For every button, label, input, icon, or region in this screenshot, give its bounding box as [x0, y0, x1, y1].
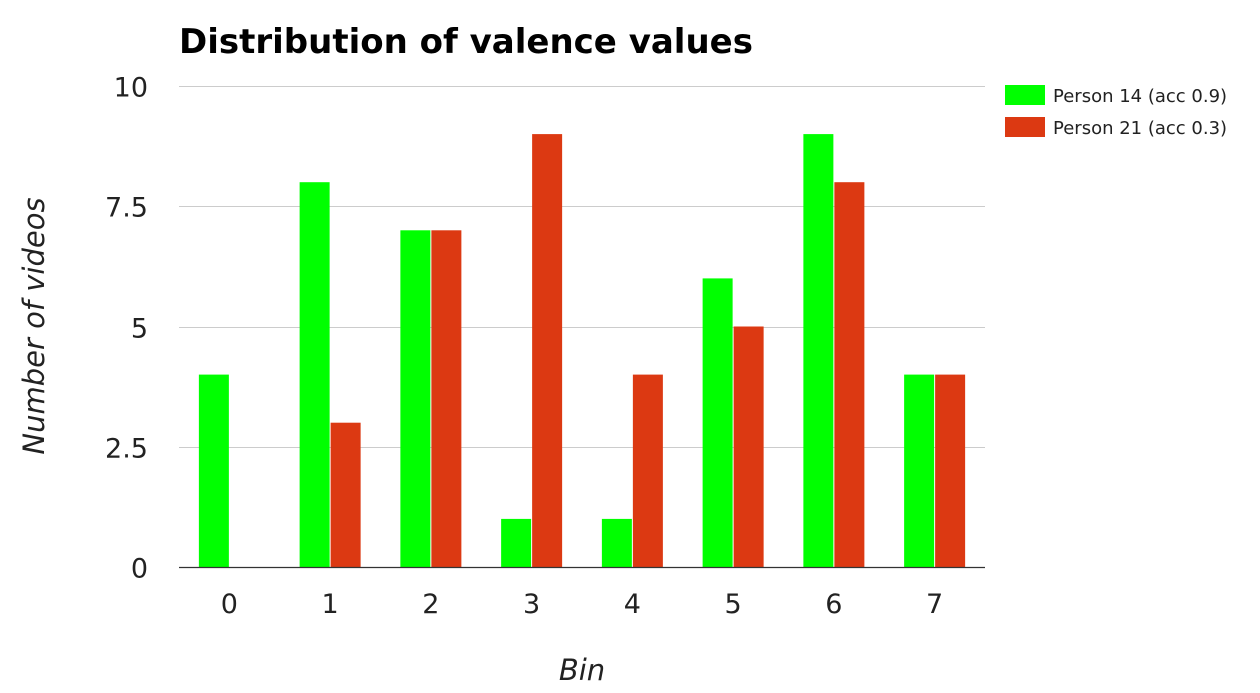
bar-series1-bin-0 — [198, 374, 229, 567]
legend-swatch-series2 — [1005, 117, 1045, 137]
bar-series2-bin-7 — [935, 374, 966, 567]
x-tick-label: 3 — [523, 589, 540, 620]
x-tick-label: 1 — [322, 589, 339, 620]
x-tick-label: 2 — [422, 589, 439, 620]
x-tick-label: 5 — [725, 589, 742, 620]
legend-label-series1: Person 14 (acc 0.9) — [1053, 86, 1227, 107]
bars — [198, 134, 966, 568]
bar-series2-bin-3 — [532, 134, 563, 567]
x-tick-label: 0 — [221, 589, 238, 620]
legend-swatch-series1 — [1005, 85, 1045, 105]
x-tick-label: 7 — [926, 589, 943, 620]
y-axis-label: Number of videos — [17, 197, 51, 454]
y-tick-label: 7.5 — [105, 193, 148, 224]
y-tick-label: 5 — [131, 314, 148, 345]
bar-series2-bin-6 — [834, 182, 865, 567]
bar-series1-bin-1 — [299, 182, 330, 567]
y-axis-ticks: 0 2.5 5 7.5 10 — [105, 73, 148, 585]
bar-series1-bin-7 — [904, 374, 935, 567]
x-axis-ticks: 0 1 2 3 4 5 6 7 — [221, 589, 943, 620]
legend-label-series2: Person 21 (acc 0.3) — [1053, 118, 1227, 139]
bar-series2-bin-5 — [733, 326, 764, 567]
chart-title: Distribution of valence values — [179, 22, 753, 62]
x-axis-label: Bin — [559, 653, 605, 687]
bar-series1-bin-6 — [803, 134, 834, 567]
y-tick-label: 2.5 — [105, 434, 148, 465]
bar-series1-bin-3 — [501, 518, 532, 567]
x-tick-label: 6 — [825, 589, 842, 620]
bar-series1-bin-4 — [601, 518, 632, 567]
y-tick-label: 0 — [131, 554, 148, 585]
bar-series1-bin-5 — [702, 278, 733, 567]
bar-series2-bin-4 — [632, 374, 663, 567]
y-tick-label: 10 — [114, 73, 148, 104]
legend: Person 14 (acc 0.9) Person 21 (acc 0.3) — [1005, 85, 1227, 139]
bar-series2-bin-2 — [431, 230, 462, 568]
bar-series2-bin-1 — [330, 422, 361, 567]
bar-series1-bin-2 — [400, 230, 431, 568]
x-tick-label: 4 — [624, 589, 641, 620]
